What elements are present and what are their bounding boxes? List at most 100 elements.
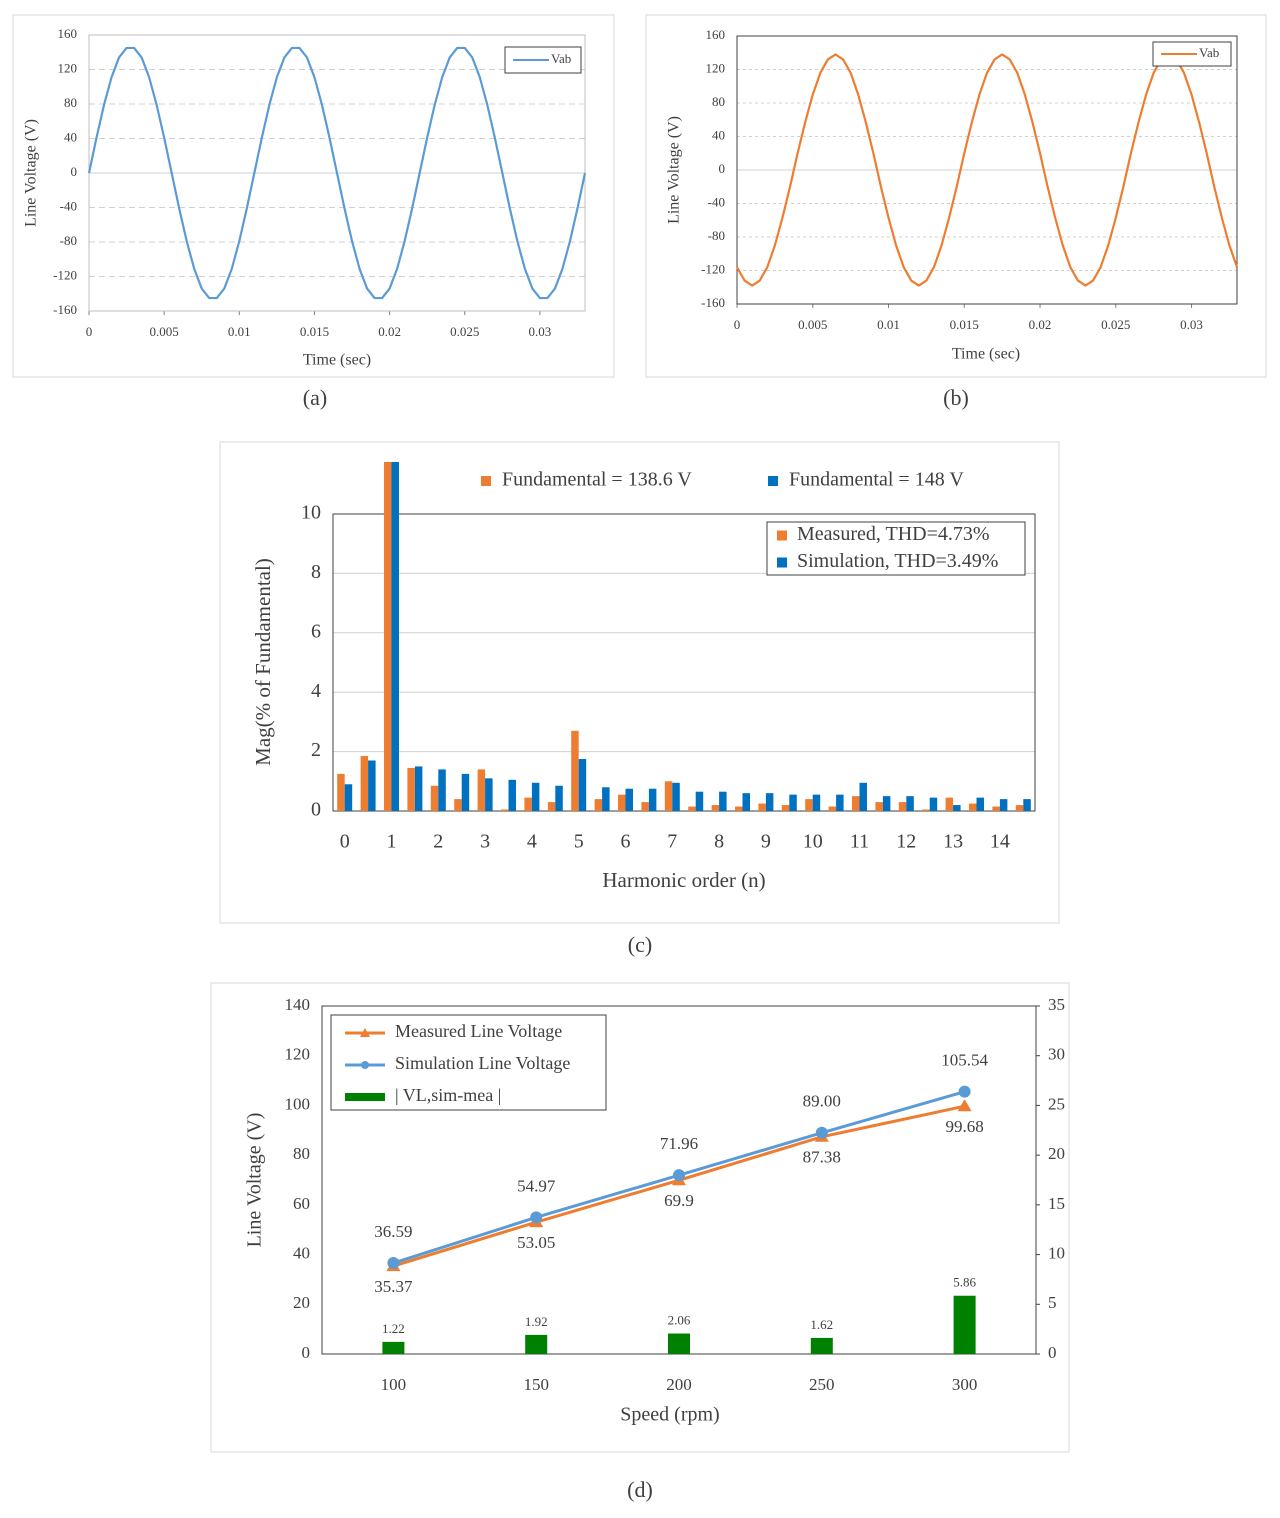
annotation-swatch	[481, 476, 491, 486]
marker	[387, 1257, 400, 1270]
bar	[477, 769, 486, 811]
y2-tick-label: 20	[1048, 1144, 1065, 1163]
plot-border	[736, 35, 1238, 305]
x-tick-label: 0.03	[1180, 317, 1203, 332]
x-tick-label: 0	[734, 317, 741, 332]
bar	[391, 462, 399, 811]
y-tick-label: 160	[58, 26, 78, 41]
x-tick-label: 0.015	[300, 324, 329, 339]
y2-tick-label: 15	[1048, 1194, 1065, 1213]
bars	[337, 462, 1031, 811]
y-axis-label: Line Voltage (V)	[23, 119, 40, 227]
data-label: 2.06	[668, 1313, 691, 1328]
bar	[382, 1341, 405, 1354]
x-tick-label: 0.025	[1101, 317, 1130, 332]
bar	[525, 1334, 548, 1354]
y-tick-label: -160	[53, 302, 77, 317]
legend-box	[766, 521, 1026, 576]
data-line	[736, 53, 1239, 287]
x-tick-label: 1	[387, 831, 397, 853]
y-tick-label: 2	[311, 739, 321, 761]
x-tick-label: 11	[850, 831, 869, 853]
bar	[508, 779, 516, 811]
legend-label: Measured, THD=4.73%	[797, 523, 990, 545]
annotation: Fundamental = 138.6 V	[502, 469, 692, 491]
y-tick-label: 160	[706, 27, 726, 42]
y-tick-label: 80	[64, 95, 77, 110]
y-axis-label: Line Voltage (V)	[244, 1113, 266, 1248]
legend-label: Vab	[1199, 45, 1219, 60]
bar	[953, 1295, 976, 1354]
x-tick-label: 250	[809, 1375, 835, 1394]
bar	[969, 803, 977, 811]
x-tick-label: 0.02	[1029, 317, 1052, 332]
x-tick-label: 14	[990, 831, 1010, 853]
bar	[360, 756, 369, 811]
data-label: 71.96	[660, 1134, 698, 1153]
legend-swatch	[777, 530, 787, 541]
bar	[337, 773, 345, 811]
bar	[578, 759, 587, 811]
data-line	[87, 46, 587, 300]
y-tick-label: 4	[311, 680, 321, 702]
x-tick-label: 0	[340, 831, 350, 853]
bar	[812, 794, 821, 811]
bar	[531, 782, 540, 811]
legend-label: Simulation, THD=3.49%	[797, 550, 998, 572]
bar	[664, 781, 673, 811]
x-axis-label: Time (sec)	[303, 352, 371, 369]
bar	[906, 796, 914, 811]
bar	[828, 806, 837, 811]
bar	[688, 806, 696, 811]
bar	[976, 797, 984, 811]
y-tick-label: 120	[706, 60, 726, 75]
x-tick-label: 0.015	[950, 317, 979, 332]
x-tick-label: 2	[433, 831, 443, 853]
y-tick-label: -120	[701, 261, 725, 276]
bar	[454, 799, 462, 811]
bar	[765, 793, 774, 811]
y-tick-label: 40	[293, 1243, 310, 1262]
legend-label: Vab	[551, 51, 571, 66]
y-tick-label: 100	[285, 1094, 311, 1113]
bar	[672, 782, 680, 811]
bar	[594, 799, 603, 811]
annotation: Fundamental = 148 V	[789, 469, 964, 491]
y2-tick-label: 10	[1048, 1243, 1065, 1262]
legend-marker	[361, 1061, 369, 1069]
bar	[438, 769, 446, 811]
legend-label: | VL,sim-mea |	[395, 1085, 501, 1105]
y-tick-label: 0	[311, 799, 321, 821]
x-tick-label: 12	[896, 831, 916, 853]
x-tick-label: 3	[480, 831, 490, 853]
data-label: 53.05	[517, 1233, 555, 1252]
y-tick-label: 140	[285, 995, 311, 1014]
caption: (c)	[628, 932, 652, 957]
bar	[719, 791, 727, 811]
bar	[805, 799, 813, 811]
plot-border	[332, 513, 1036, 812]
bar	[571, 730, 579, 811]
marker	[815, 1126, 828, 1139]
x-tick-label: 7	[667, 831, 677, 853]
legend-label: Measured Line Voltage	[395, 1021, 562, 1041]
bar	[882, 796, 891, 811]
marker	[673, 1169, 685, 1182]
bar	[695, 791, 704, 811]
y-tick-label: 10	[301, 502, 321, 524]
x-tick-label: 10	[803, 831, 823, 853]
legend-swatch	[777, 557, 787, 568]
x-tick-label: 100	[381, 1375, 407, 1394]
bar	[555, 785, 563, 811]
bar	[668, 1333, 690, 1354]
data-label: 36.59	[374, 1222, 412, 1241]
x-tick-label: 200	[666, 1375, 692, 1394]
bar	[852, 796, 860, 811]
x-tick-label: 0.01	[877, 317, 900, 332]
y2-tick-label: 35	[1048, 995, 1065, 1014]
bar	[758, 803, 766, 811]
legend-marker	[360, 1028, 370, 1037]
data-label: 54.97	[517, 1176, 556, 1195]
